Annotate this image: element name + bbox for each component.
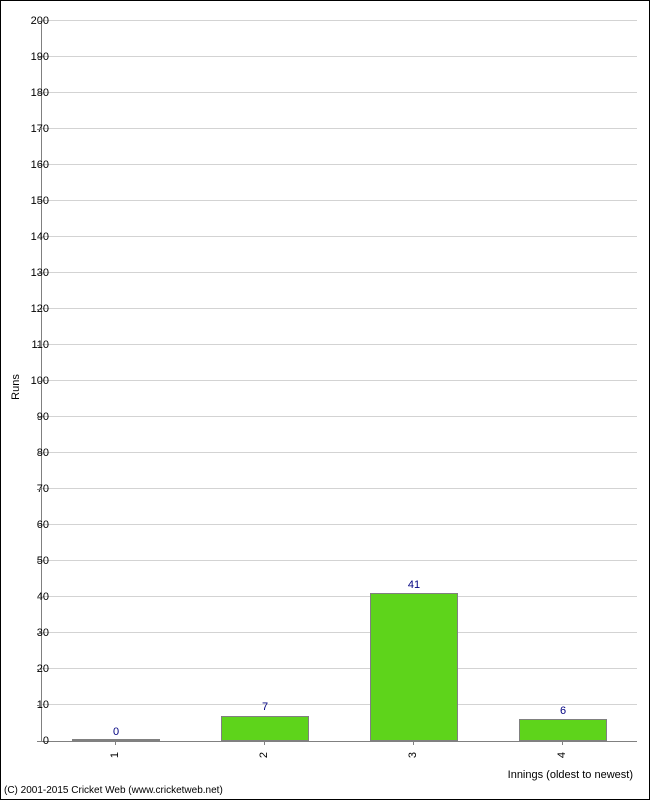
x-tick-mark bbox=[264, 741, 265, 745]
y-tick-mark bbox=[37, 201, 41, 202]
y-tick-0: 0 bbox=[19, 735, 49, 747]
y-tick-160: 160 bbox=[19, 159, 49, 171]
gridline bbox=[42, 488, 637, 489]
y-tick-mark bbox=[37, 705, 41, 706]
y-tick-20: 20 bbox=[19, 663, 49, 675]
y-tick-200: 200 bbox=[19, 15, 49, 27]
x-tick-3: 3 bbox=[407, 752, 419, 758]
x-tick-2: 2 bbox=[258, 752, 270, 758]
y-tick-mark bbox=[37, 57, 41, 58]
x-tick-mark bbox=[413, 741, 414, 745]
y-tick-mark bbox=[37, 525, 41, 526]
y-tick-70: 70 bbox=[19, 483, 49, 495]
y-tick-mark bbox=[37, 561, 41, 562]
y-tick-130: 130 bbox=[19, 267, 49, 279]
y-axis-title: Runs bbox=[10, 374, 22, 400]
y-tick-mark bbox=[37, 633, 41, 634]
bar-3 bbox=[370, 593, 458, 741]
gridline bbox=[42, 164, 637, 165]
gridline bbox=[42, 704, 637, 705]
gridline bbox=[42, 596, 637, 597]
bar-4 bbox=[519, 719, 607, 741]
gridline bbox=[42, 632, 637, 633]
y-tick-40: 40 bbox=[19, 591, 49, 603]
y-tick-170: 170 bbox=[19, 123, 49, 135]
y-tick-150: 150 bbox=[19, 195, 49, 207]
x-tick-mark bbox=[115, 741, 116, 745]
gridline bbox=[42, 92, 637, 93]
y-tick-mark bbox=[37, 165, 41, 166]
y-tick-90: 90 bbox=[19, 411, 49, 423]
y-tick-mark bbox=[37, 417, 41, 418]
y-tick-mark bbox=[37, 597, 41, 598]
y-tick-180: 180 bbox=[19, 87, 49, 99]
y-tick-10: 10 bbox=[19, 699, 49, 711]
y-tick-50: 50 bbox=[19, 555, 49, 567]
bar-1 bbox=[72, 739, 160, 741]
y-tick-80: 80 bbox=[19, 447, 49, 459]
bar-label-2: 7 bbox=[262, 701, 268, 713]
bar-label-3: 41 bbox=[408, 579, 420, 591]
bar-label-1: 0 bbox=[113, 726, 119, 738]
x-tick-4: 4 bbox=[556, 752, 568, 758]
gridline bbox=[42, 344, 637, 345]
y-tick-110: 110 bbox=[19, 339, 49, 351]
y-tick-mark bbox=[37, 129, 41, 130]
gridline bbox=[42, 416, 637, 417]
y-tick-120: 120 bbox=[19, 303, 49, 315]
y-tick-mark bbox=[37, 309, 41, 310]
gridline bbox=[42, 56, 637, 57]
y-tick-mark bbox=[37, 21, 41, 22]
y-tick-60: 60 bbox=[19, 519, 49, 531]
x-tick-1: 1 bbox=[109, 752, 121, 758]
x-axis-title: Innings (oldest to newest) bbox=[508, 769, 633, 781]
y-tick-mark bbox=[37, 273, 41, 274]
gridline bbox=[42, 668, 637, 669]
gridline bbox=[42, 308, 637, 309]
bar-2 bbox=[221, 716, 309, 741]
gridline bbox=[42, 524, 637, 525]
chart-container: 0 7 41 6 0 10 20 30 40 50 60 70 80 90 10… bbox=[0, 0, 650, 800]
gridline bbox=[42, 200, 637, 201]
y-tick-mark bbox=[37, 453, 41, 454]
copyright-text: (C) 2001-2015 Cricket Web (www.cricketwe… bbox=[4, 785, 223, 796]
y-tick-100: 100 bbox=[19, 375, 49, 387]
x-tick-mark bbox=[562, 741, 563, 745]
gridline bbox=[42, 560, 637, 561]
y-tick-140: 140 bbox=[19, 231, 49, 243]
y-tick-190: 190 bbox=[19, 51, 49, 63]
gridline bbox=[42, 380, 637, 381]
y-tick-mark bbox=[37, 741, 41, 742]
y-tick-mark bbox=[37, 489, 41, 490]
gridline bbox=[42, 20, 637, 21]
gridline bbox=[42, 236, 637, 237]
y-tick-30: 30 bbox=[19, 627, 49, 639]
y-tick-mark bbox=[37, 669, 41, 670]
bar-label-4: 6 bbox=[560, 705, 566, 717]
gridline bbox=[42, 128, 637, 129]
gridline bbox=[42, 452, 637, 453]
y-tick-mark bbox=[37, 381, 41, 382]
gridline bbox=[42, 272, 637, 273]
y-tick-mark bbox=[37, 93, 41, 94]
y-tick-mark bbox=[37, 345, 41, 346]
plot-area: 0 7 41 6 bbox=[41, 21, 637, 742]
y-tick-mark bbox=[37, 237, 41, 238]
